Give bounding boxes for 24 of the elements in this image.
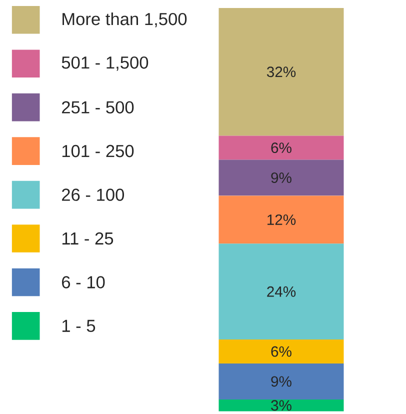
bar [218, 160, 344, 196]
data-label: 12% [267, 214, 296, 225]
legend-label: 26 - 100 [62, 188, 124, 201]
legend-label: More than 1,500 [62, 12, 186, 28]
bar [218, 136, 344, 160]
data-label: 3% [270, 400, 292, 411]
legend-label: 101 - 250 [62, 144, 134, 158]
bar [218, 363, 344, 400]
bar [218, 8, 344, 136]
legend-label: 251 - 500 [62, 101, 134, 114]
data-label: 6% [271, 142, 292, 154]
bar [218, 244, 344, 340]
bar [218, 399, 344, 412]
legend-label: 11 - 25 [62, 232, 113, 245]
data-label: 9% [270, 376, 292, 387]
legend-label: 1 - 5 [62, 320, 95, 332]
legend-label: 501 - 1,500 [62, 56, 148, 71]
data-label: 9% [270, 172, 292, 183]
bar [218, 196, 344, 244]
bar [218, 340, 344, 364]
legend-label: 6 - 10 [62, 276, 105, 288]
data-label: 32% [266, 66, 296, 78]
data-label: 6% [271, 346, 292, 357]
data-label: 24% [266, 286, 296, 297]
